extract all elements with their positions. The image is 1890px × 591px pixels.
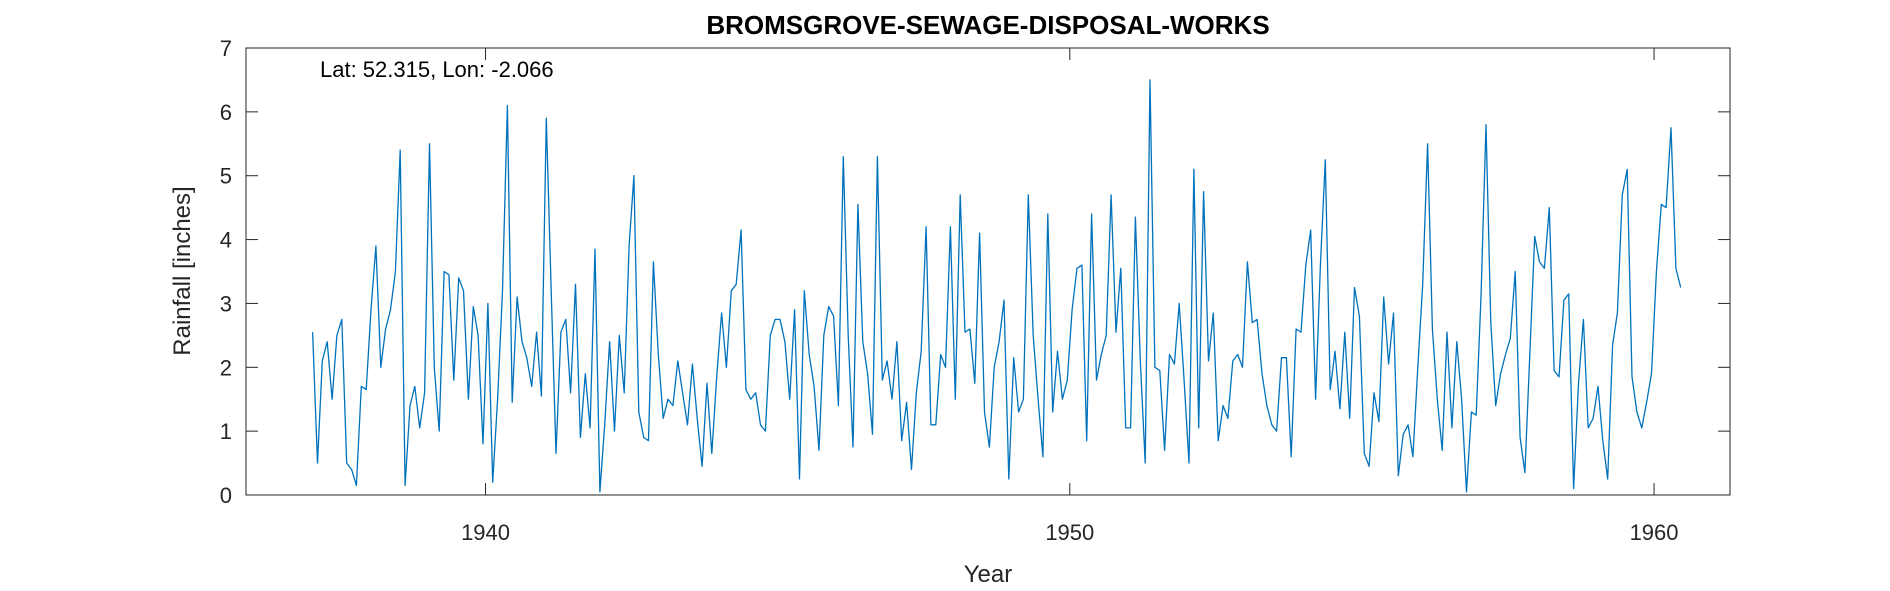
x-tick-label: 1960 [1630, 520, 1679, 545]
station-coordinates-annotation: Lat: 52.315, Lon: -2.066 [320, 57, 554, 82]
x-tick-label: 1940 [461, 520, 510, 545]
x-tick-label: 1950 [1045, 520, 1094, 545]
x-axis-label: Year [964, 561, 1013, 588]
plot-area [246, 48, 1730, 495]
chart-title: BROMSGROVE-SEWAGE-DISPOSAL-WORKS [706, 10, 1269, 40]
y-tick-label: 1 [220, 419, 232, 444]
y-tick-label: 2 [220, 355, 232, 380]
y-tick-label: 0 [220, 483, 232, 508]
y-axis-label: Rainfall [inches] [169, 186, 196, 355]
rainfall-series-line [311, 79, 1682, 493]
y-tick-label: 7 [220, 36, 232, 61]
axis-ticks: 0 1 2 3 4 5 6 7 1940 1950 1960 [220, 36, 1730, 545]
y-tick-label: 5 [220, 164, 232, 189]
y-tick-label: 6 [220, 100, 232, 125]
y-tick-label: 4 [220, 228, 232, 253]
y-tick-label: 3 [220, 291, 232, 316]
plot-frame [245, 47, 1731, 496]
